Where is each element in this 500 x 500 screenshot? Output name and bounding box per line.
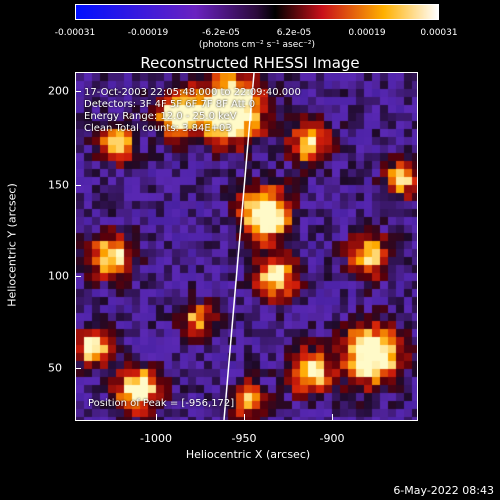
x-tick xyxy=(332,414,333,420)
image-title: Reconstructed RHESSI Image xyxy=(140,54,360,72)
colorbar-tick: 6.2e-05 xyxy=(276,28,312,38)
info-counts: Clean Total counts: 3.84E+03 xyxy=(84,123,232,134)
y-axis-title: Heliocentric Y (arcsec) xyxy=(5,183,19,307)
colorbar-tick: -0.00031 xyxy=(54,28,96,38)
x-tick xyxy=(244,414,245,420)
colorbar xyxy=(75,4,439,20)
timestamp: 6-May-2022 08:43 xyxy=(393,484,494,497)
y-tick-label: 150 xyxy=(48,178,69,192)
info-time: 17-Oct-2003 22:05:48.000 to 22:09:40.000 xyxy=(84,87,301,98)
x-tick-label: -900 xyxy=(319,432,345,445)
x-tick-label: -950 xyxy=(231,432,257,445)
y-tick xyxy=(75,368,81,369)
peak-position: Position of Peak = [-956,172] xyxy=(88,398,235,409)
colorbar-tick: -0.00019 xyxy=(127,28,169,38)
colorbar-tick: 0.00019 xyxy=(348,28,386,38)
colorbar-tick: 0.00031 xyxy=(420,28,458,38)
info-energy: Energy Range: 12.0 - 25.0 keV xyxy=(84,111,237,122)
y-tick-label: 50 xyxy=(48,361,62,375)
x-tick xyxy=(156,414,157,420)
rhessi-image: 17-Oct-2003 22:05:48.000 to 22:09:40.000… xyxy=(75,72,418,421)
colorbar-tick: -6.2e-05 xyxy=(202,28,240,38)
y-tick-label: 100 xyxy=(48,269,69,283)
heatmap-canvas xyxy=(76,73,417,420)
y-tick-label: 200 xyxy=(48,84,69,98)
x-tick-label: -1000 xyxy=(140,432,172,445)
colorbar-units: (photons cm⁻² s⁻¹ asec⁻²) xyxy=(198,40,316,50)
x-axis-title: Heliocentric X (arcsec) xyxy=(185,448,311,461)
limb-line xyxy=(223,73,255,420)
info-detectors: Detectors: 3F 4F 5F 6F 7F 8F Att 0 xyxy=(84,99,256,110)
y-tick xyxy=(75,185,81,186)
y-tick xyxy=(75,276,81,277)
y-tick xyxy=(75,91,81,92)
